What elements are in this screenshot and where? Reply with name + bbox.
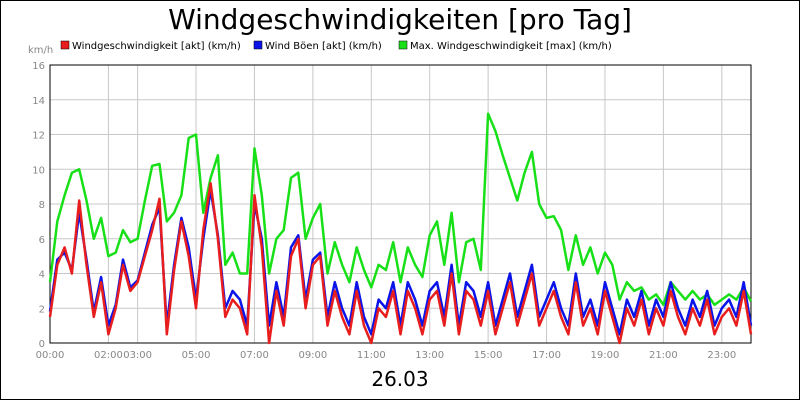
- legend-swatch: [253, 40, 263, 50]
- date-label: 26.03: [371, 367, 429, 391]
- x-tick-label: 23:00: [707, 350, 736, 361]
- x-tick-label: 13:00: [415, 350, 444, 361]
- x-tick-label: 07:00: [240, 350, 269, 361]
- y-tick-label: 16: [32, 61, 45, 72]
- legend-label: Max. Windgeschwindigkeit [max] (km/h): [410, 41, 612, 52]
- x-tick-label: 02:00: [94, 350, 123, 361]
- x-tick-label: 15:00: [474, 350, 503, 361]
- y-tick-label: 8: [39, 200, 45, 211]
- x-tick-label: 17:00: [532, 350, 561, 361]
- series-line: [48, 188, 753, 336]
- legend-swatch: [398, 40, 408, 50]
- chart-title: Windgeschwindigkeiten [pro Tag]: [168, 3, 632, 36]
- y-tick-label: 4: [39, 270, 45, 281]
- y-tick-label: 0: [39, 339, 45, 350]
- plot-border: [49, 64, 752, 344]
- y-tick-label: 10: [32, 165, 45, 176]
- series-line: [48, 112, 753, 307]
- series-line: [48, 181, 753, 345]
- legend-swatch: [60, 40, 70, 50]
- x-tick-label: 00:00: [36, 350, 65, 361]
- y-tick-label: 14: [32, 96, 45, 107]
- x-tick-label: 21:00: [649, 350, 678, 361]
- legend-label: Wind Böen [akt] (km/h): [265, 41, 382, 52]
- x-tick-label: 05:00: [182, 350, 211, 361]
- x-tick-label: 03:00: [123, 350, 152, 361]
- x-tick-label: 11:00: [357, 350, 386, 361]
- x-tick-label: 19:00: [591, 350, 620, 361]
- legend-label: Windgeschwindigkeit [akt] (km/h): [72, 41, 241, 52]
- y-unit-label: km/h: [28, 45, 53, 56]
- y-tick-label: 2: [39, 304, 45, 315]
- y-tick-label: 6: [39, 235, 45, 246]
- y-tick-label: 12: [32, 131, 45, 142]
- x-tick-label: 09:00: [298, 350, 327, 361]
